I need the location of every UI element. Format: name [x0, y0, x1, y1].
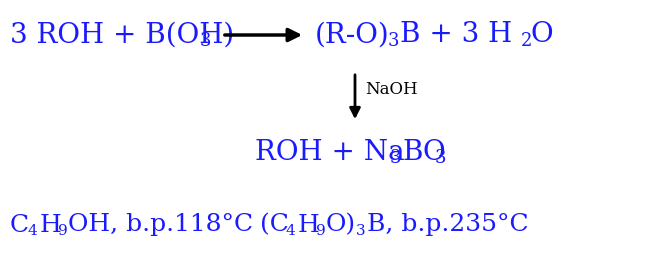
- Text: OH, b.p.118°C: OH, b.p.118°C: [68, 214, 253, 237]
- Text: ROH + Na: ROH + Na: [255, 139, 405, 166]
- Text: 3 ROH + B(OH): 3 ROH + B(OH): [10, 22, 235, 49]
- Text: H: H: [298, 214, 320, 237]
- Text: 9: 9: [58, 224, 68, 238]
- Text: O): O): [326, 214, 356, 237]
- Text: B + 3 H: B + 3 H: [400, 22, 512, 49]
- Text: 3: 3: [356, 224, 366, 238]
- Text: C: C: [10, 214, 29, 237]
- Text: 3: 3: [390, 149, 401, 167]
- Text: NaOH: NaOH: [365, 80, 417, 97]
- Text: 3: 3: [388, 32, 399, 50]
- Text: BO: BO: [402, 139, 446, 166]
- Text: 3: 3: [435, 149, 446, 167]
- Text: 2: 2: [521, 32, 532, 50]
- Text: (R-O): (R-O): [315, 22, 390, 49]
- Text: O: O: [530, 22, 552, 49]
- Text: 9: 9: [316, 224, 326, 238]
- Text: 3: 3: [200, 32, 212, 50]
- Text: H: H: [40, 214, 62, 237]
- Text: B, b.p.235°C: B, b.p.235°C: [367, 214, 529, 237]
- Text: 4: 4: [286, 224, 296, 238]
- Text: 4: 4: [28, 224, 38, 238]
- Text: (C: (C: [260, 214, 289, 237]
